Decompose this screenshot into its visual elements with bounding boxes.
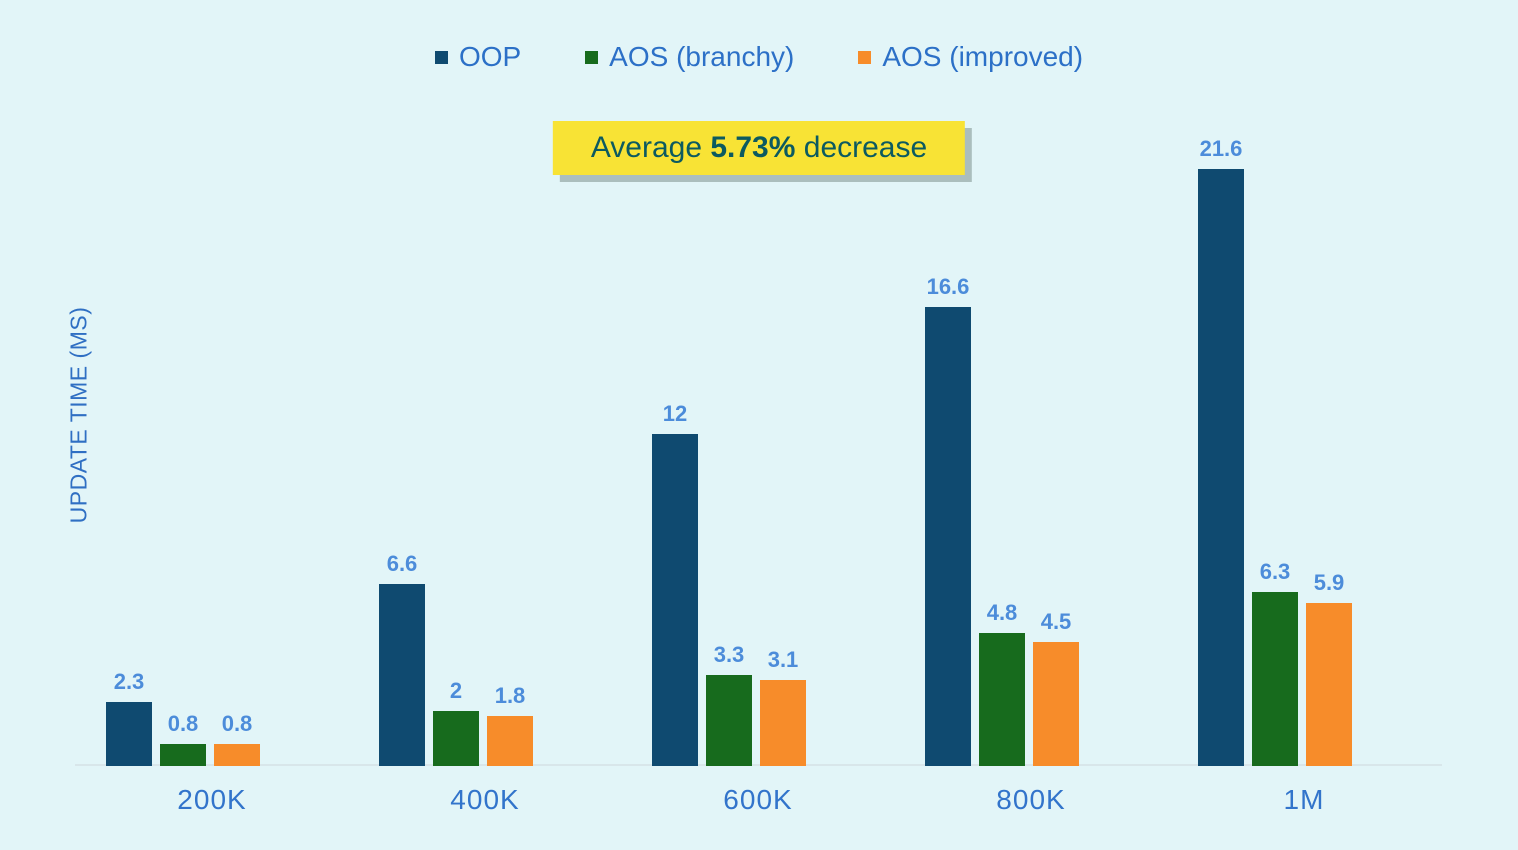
bar-slot: 0.8 xyxy=(214,711,260,766)
legend-swatch-icon xyxy=(434,50,448,64)
bar-value-label: 4.5 xyxy=(1040,609,1072,634)
legend-swatch-icon xyxy=(858,50,872,64)
bar-value-label: 2.3 xyxy=(113,669,145,694)
legend-swatch-icon xyxy=(585,50,599,64)
bar-slot: 12 xyxy=(652,401,698,766)
bar-value-label: 5.9 xyxy=(1313,570,1345,595)
bar-value-label: 16.6 xyxy=(926,274,970,299)
bar-value-label: 0.8 xyxy=(221,711,253,736)
bar-slot: 3.1 xyxy=(760,647,806,766)
bar-group-600k: 12 3.3 3.1 xyxy=(652,401,806,766)
bar-aos-branchy xyxy=(1252,592,1298,766)
bar-value-label: 21.6 xyxy=(1199,136,1243,161)
bar-group-200k: 2.3 0.8 0.8 xyxy=(106,669,260,766)
bar-aos-improved xyxy=(1033,642,1079,766)
bar-aos-branchy xyxy=(433,711,479,766)
x-axis-label: 200K xyxy=(177,784,247,815)
annotation-text-prefix: Average xyxy=(590,131,711,164)
legend-item: AOS (improved) xyxy=(858,41,1083,73)
bar-slot: 21.6 xyxy=(1198,136,1244,766)
bar-slot: 2 xyxy=(433,678,479,766)
bar-value-label: 6.3 xyxy=(1259,559,1291,584)
annotation-highlight: 5.73% xyxy=(710,131,796,164)
legend-label: AOS (branchy) xyxy=(609,41,795,72)
bar-oop xyxy=(106,702,152,766)
x-axis-label: 600K xyxy=(723,784,793,815)
x-axis-label: 800K xyxy=(996,784,1066,815)
y-axis-label: UPDATE TIME (MS) xyxy=(65,306,92,524)
legend-item: OOP xyxy=(434,41,522,73)
annotation-text-suffix: decrease xyxy=(795,131,928,164)
bar-aos-branchy xyxy=(979,633,1025,766)
bar-aos-improved xyxy=(1306,603,1352,766)
bar-aos-improved xyxy=(760,680,806,766)
bar-slot: 6.3 xyxy=(1252,559,1298,766)
x-axis-label: 400K xyxy=(450,784,520,815)
bar-slot: 5.9 xyxy=(1306,570,1352,766)
legend: OOP AOS (branchy) AOS (improved) xyxy=(0,40,1518,74)
x-axis-label: 1M xyxy=(1283,784,1325,815)
bar-oop xyxy=(652,434,698,766)
bar-value-label: 0.8 xyxy=(167,711,199,736)
bar-slot: 2.3 xyxy=(106,669,152,766)
bar-slot: 4.8 xyxy=(979,600,1025,766)
x-axis-line xyxy=(75,764,1442,766)
legend-item: AOS (branchy) xyxy=(585,41,794,73)
bar-value-label: 1.8 xyxy=(494,683,526,708)
bar-slot: 16.6 xyxy=(925,274,971,766)
bar-value-label: 4.8 xyxy=(986,600,1018,625)
bar-aos-branchy xyxy=(706,675,752,766)
bar-value-label: 6.6 xyxy=(386,551,418,576)
bar-value-label: 12 xyxy=(662,401,688,426)
bar-group-800k: 16.6 4.8 4.5 xyxy=(925,274,1079,766)
bar-slot: 3.3 xyxy=(706,642,752,766)
bar-value-label: 3.3 xyxy=(713,642,745,667)
bar-slot: 6.6 xyxy=(379,551,425,766)
bar-oop xyxy=(1198,169,1244,766)
bar-group-400k: 6.6 2 1.8 xyxy=(379,551,533,766)
bar-aos-branchy xyxy=(160,744,206,766)
legend-label: AOS (improved) xyxy=(882,41,1084,72)
bar-slot: 4.5 xyxy=(1033,609,1079,766)
bar-aos-improved xyxy=(487,716,533,766)
bar-slot: 0.8 xyxy=(160,711,206,766)
legend-label: OOP xyxy=(458,41,522,72)
bar-slot: 1.8 xyxy=(487,683,533,766)
bar-group-1m: 21.6 6.3 5.9 xyxy=(1198,136,1352,766)
annotation-banner: Average 5.73% decrease xyxy=(552,121,966,175)
bar-oop xyxy=(925,307,971,766)
bar-value-label: 3.1 xyxy=(767,647,799,672)
bar-oop xyxy=(379,584,425,766)
bar-aos-improved xyxy=(214,744,260,766)
bar-value-label: 2 xyxy=(449,678,463,703)
